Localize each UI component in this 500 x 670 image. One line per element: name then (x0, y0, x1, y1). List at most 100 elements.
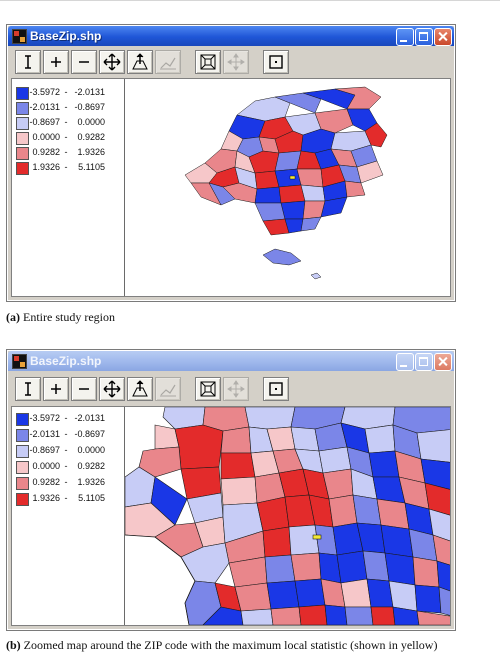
legend-low: -0.8697 (29, 445, 60, 455)
legend-high: 1.9326 (77, 477, 105, 487)
legend-swatch (16, 117, 29, 130)
zoom-out-button[interactable] (71, 377, 97, 401)
minimize-button[interactable] (396, 353, 414, 371)
legend-high: -0.8697 (74, 102, 105, 112)
select-point-button[interactable] (127, 50, 153, 74)
pan-icon (103, 380, 121, 398)
map-region (380, 524, 414, 558)
zoom-in-button[interactable] (43, 377, 69, 401)
legend-dash: - (64, 162, 68, 172)
map-region (356, 160, 384, 184)
window-title: BaseZip.shp (30, 29, 102, 43)
chart-icon (160, 384, 176, 397)
select-point-button[interactable] (127, 377, 153, 401)
map-canvas[interactable] (125, 79, 450, 296)
map-region (324, 604, 348, 625)
maximize-button[interactable] (415, 28, 433, 46)
select-rect-button[interactable] (263, 377, 289, 401)
legend-low: 1.9326 (32, 162, 60, 172)
window-title: BaseZip.shp (30, 354, 102, 368)
map-region (288, 524, 320, 556)
map-region (414, 584, 442, 614)
title-bar[interactable]: BaseZip.shp (8, 351, 454, 371)
map-region (220, 476, 258, 506)
map-region (254, 186, 282, 204)
map-region (254, 202, 286, 222)
legend-swatch (16, 102, 29, 115)
minimize-button[interactable] (396, 28, 414, 46)
zoom-in-icon (51, 57, 61, 67)
center-button[interactable] (223, 377, 249, 401)
map-region (296, 168, 324, 188)
app-icon (12, 354, 27, 369)
map-window-a[interactable]: BaseZip.shp (6, 24, 456, 302)
legend-swatch (16, 493, 29, 506)
map-region (424, 482, 450, 516)
info-icon (25, 55, 31, 69)
caption-label: (a) (6, 310, 20, 324)
legend-swatch (16, 477, 29, 490)
legend-dash: - (64, 493, 68, 503)
map-region (364, 122, 388, 148)
zoom-extent-button[interactable] (195, 50, 221, 74)
chart-icon (160, 57, 176, 70)
map-region (266, 580, 300, 610)
pan-button[interactable] (99, 50, 125, 74)
legend-swatch (16, 162, 29, 175)
map-window-b[interactable]: BaseZip.shp (6, 349, 456, 631)
chart-button[interactable] (155, 50, 181, 74)
content-pane: -3.5972 - -2.0131 -2.0131 - -0.8697 -0.8… (11, 406, 451, 626)
close-button[interactable] (434, 353, 452, 371)
map-region (290, 426, 320, 452)
zoom-in-button[interactable] (43, 50, 69, 74)
pan-button[interactable] (99, 377, 125, 401)
legend-swatch (16, 132, 29, 145)
map-region (336, 550, 368, 584)
center-button[interactable] (223, 50, 249, 74)
legend-high: 0.0000 (77, 445, 105, 455)
caption-b: (b) Zoomed map around the ZIP code with … (6, 638, 437, 653)
legend-swatch (16, 87, 29, 100)
map-region (220, 426, 252, 454)
zoom-out-button[interactable] (71, 50, 97, 74)
maximize-button[interactable] (415, 353, 433, 371)
caption-text: Entire study region (20, 310, 115, 324)
legend-swatch (16, 445, 29, 458)
legend-high: 5.1105 (78, 493, 105, 503)
zoom-extent-icon (200, 381, 216, 397)
legend-low: -2.0131 (29, 429, 60, 439)
choropleth-map[interactable] (125, 79, 450, 295)
title-bar[interactable]: BaseZip.shp (8, 26, 454, 46)
map-region (412, 556, 440, 588)
legend-swatch (16, 461, 29, 474)
map-region (220, 452, 256, 480)
map-region (364, 424, 396, 454)
info-button[interactable] (15, 50, 41, 74)
map-region (318, 446, 352, 474)
chart-button[interactable] (155, 377, 181, 401)
map-region (240, 608, 274, 625)
legend-dash: - (64, 413, 68, 423)
choropleth-map-zoomed[interactable] (125, 407, 450, 625)
map-region (438, 586, 450, 616)
select-rect-icon (269, 55, 283, 69)
legend-high: 1.9326 (77, 147, 105, 157)
map-region (274, 92, 322, 114)
legend-low: -3.5972 (29, 413, 60, 423)
info-button[interactable] (15, 377, 41, 401)
legend-high: 0.9282 (77, 132, 105, 142)
select-rect-button[interactable] (263, 50, 289, 74)
legend-low: -0.8697 (29, 117, 60, 127)
map-region (320, 196, 348, 218)
legend-panel: -3.5972 - -2.0131 -2.0131 - -0.8697 -0.8… (12, 79, 125, 296)
zoom-extent-button[interactable] (195, 377, 221, 401)
close-button[interactable] (434, 28, 452, 46)
map-region (278, 184, 306, 204)
content-pane: -3.5972 - -2.0131 -2.0131 - -0.8697 -0.8… (11, 78, 451, 297)
legend-low: 0.9282 (32, 147, 60, 157)
select-rect-icon (269, 382, 283, 396)
map-canvas[interactable] (125, 407, 450, 625)
app-icon (12, 29, 27, 44)
legend-low: 0.0000 (32, 461, 60, 471)
toolbar (11, 48, 451, 76)
